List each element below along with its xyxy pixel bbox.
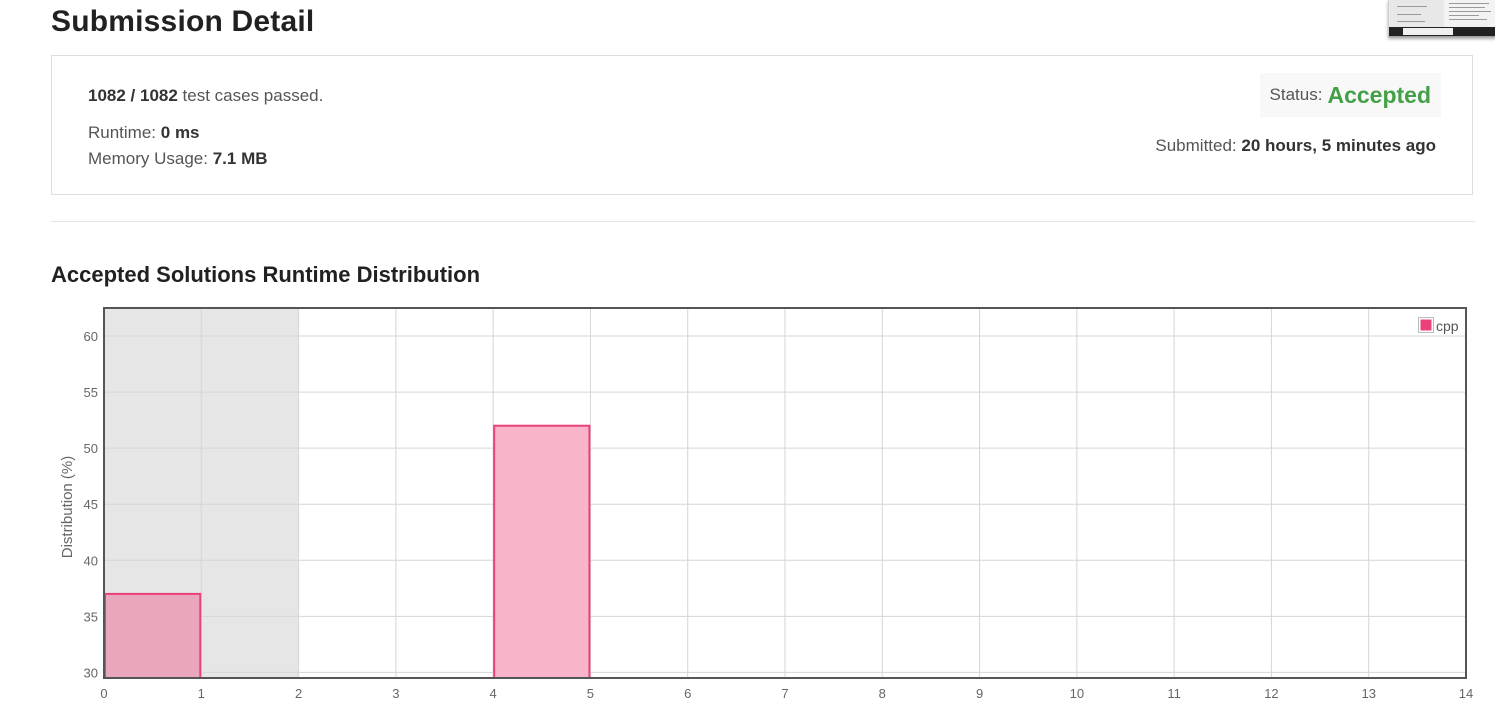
x-tick-label: 4 [490,686,497,701]
submission-summary-box: 1082 / 1082 test cases passed. Runtime: … [51,55,1473,195]
test-cases-summary: 1082 / 1082 test cases passed. [88,86,323,106]
x-tick-label: 3 [392,686,399,701]
y-tick-label: 40 [84,553,98,568]
x-tick-label: 2 [295,686,302,701]
x-tick-label: 6 [684,686,691,701]
section-divider [51,221,1475,222]
y-axis-label: Distribution (%) [59,456,76,559]
submitted-label: Submitted: [1155,136,1237,155]
legend-label-cpp: cpp [1436,318,1459,334]
chart-title: Accepted Solutions Runtime Distribution [51,262,481,287]
plot-frame [103,307,1467,679]
status-label: Status: [1269,85,1323,104]
runtime-row: Runtime: 0 ms [88,123,200,143]
y-tick-label: 60 [84,329,98,344]
legend-swatch-border [1418,317,1434,333]
histogram-bar [104,592,202,680]
histogram-bar [493,424,591,679]
page-title: Submission Detail [51,5,315,38]
x-tick-label: 8 [879,686,886,701]
y-tick-label: 35 [84,609,98,624]
y-tick-label: 55 [84,385,98,400]
x-tick-label: 5 [587,686,594,701]
y-tick-label: 45 [84,497,98,512]
taskbar-preview-thumbnail[interactable] [1388,0,1495,37]
x-tick-label: 12 [1264,686,1278,701]
x-tick-label: 14 [1459,686,1473,701]
status-badge: Status: Accepted [1259,73,1441,117]
x-tick-label: 13 [1361,686,1375,701]
y-tick-label: 50 [84,441,98,456]
submitted-row: Submitted: 20 hours, 5 minutes ago [1155,136,1436,156]
test-cases-count: 1082 / 1082 [88,86,178,105]
x-tick-label: 10 [1070,686,1084,701]
memory-value: 7.1 MB [212,149,268,168]
runtime-value: 0 ms [160,123,200,142]
memory-row: Memory Usage: 7.1 MB [88,149,268,169]
memory-label: Memory Usage: [88,149,208,168]
y-tick-label: 30 [84,665,98,680]
status-value[interactable]: Accepted [1327,81,1431,108]
x-tick-label: 1 [198,686,205,701]
submitted-value: 20 hours, 5 minutes ago [1241,136,1436,155]
x-tick-label: 0 [100,686,107,701]
test-cases-text: test cases passed. [182,86,324,105]
legend-swatch [1419,318,1433,332]
x-tick-label: 7 [781,686,788,701]
x-tick-label: 11 [1167,686,1181,701]
runtime-label: Runtime: [88,123,157,142]
x-tick-label: 9 [976,686,983,701]
